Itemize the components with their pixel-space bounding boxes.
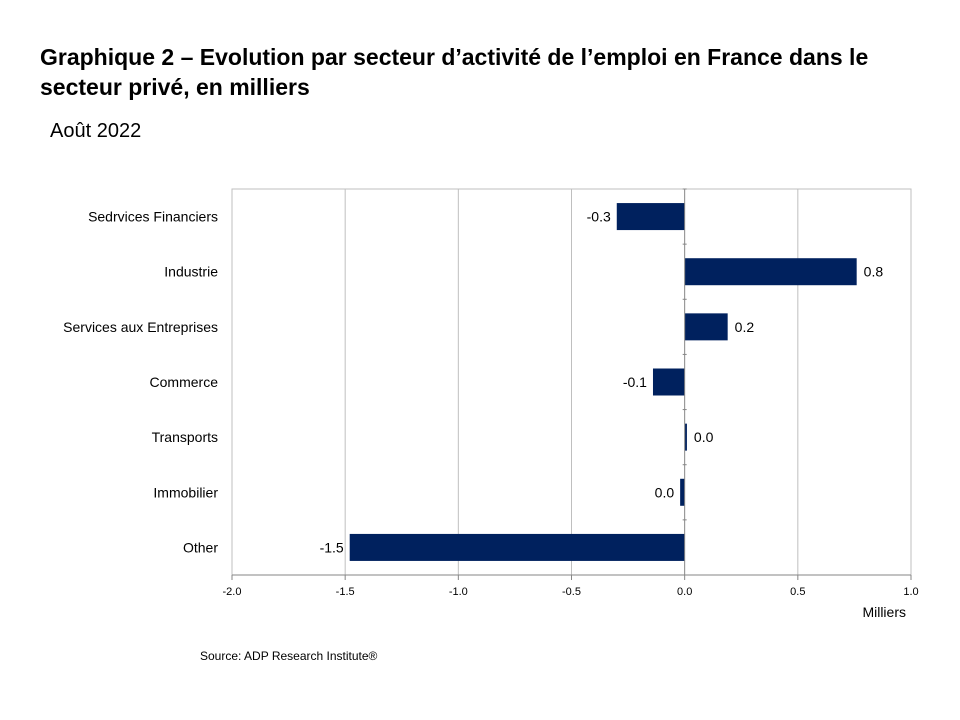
category-label: Other: [183, 539, 218, 555]
x-tick-label: -0.5: [562, 586, 581, 598]
x-tick-label: -2.0: [223, 586, 242, 598]
category-label: Transports: [152, 429, 218, 445]
data-label: 0.8: [864, 264, 884, 280]
data-label: 0.2: [735, 319, 755, 335]
data-label: -0.1: [623, 374, 647, 390]
bar: [684, 423, 687, 451]
data-label: 0.0: [655, 484, 675, 500]
x-tick-label: 1.0: [903, 586, 918, 598]
category-label: Services aux Entreprises: [63, 319, 218, 335]
grid-lines: [231, 188, 912, 576]
bars: [349, 203, 857, 561]
x-tick-label: -1.0: [449, 586, 468, 598]
bar: [684, 313, 728, 341]
chart-title: Graphique 2 – Evolution par secteur d’ac…: [40, 44, 869, 100]
data-label: 0.0: [694, 429, 714, 445]
labels: -2.0 -1.5 -1.0 -0.5 0.0 0.5 1.0 Sedrvices Finan…: [63, 209, 918, 620]
category-label: Sedrvices Financiers: [88, 209, 218, 225]
category-label: Immobilier: [153, 484, 218, 500]
data-label: -0.3: [587, 209, 611, 225]
bar: [652, 368, 685, 396]
bar: [680, 478, 685, 506]
category-label: Industrie: [164, 264, 218, 280]
chart-subtitle: Août 2022: [50, 120, 142, 142]
category-label: Commerce: [150, 374, 219, 390]
axes: [231, 188, 912, 580]
x-tick-label: 0.0: [677, 586, 692, 598]
data-label: -1.5: [320, 539, 344, 555]
x-axis-title: Milliers: [862, 604, 906, 620]
source-note: Source: ADP Research Institute®: [200, 649, 378, 663]
bar: [684, 258, 857, 286]
bar: [616, 203, 685, 231]
x-tick-label: 0.5: [790, 586, 805, 598]
x-tick-label: -1.5: [336, 586, 355, 598]
bar: [349, 533, 685, 561]
